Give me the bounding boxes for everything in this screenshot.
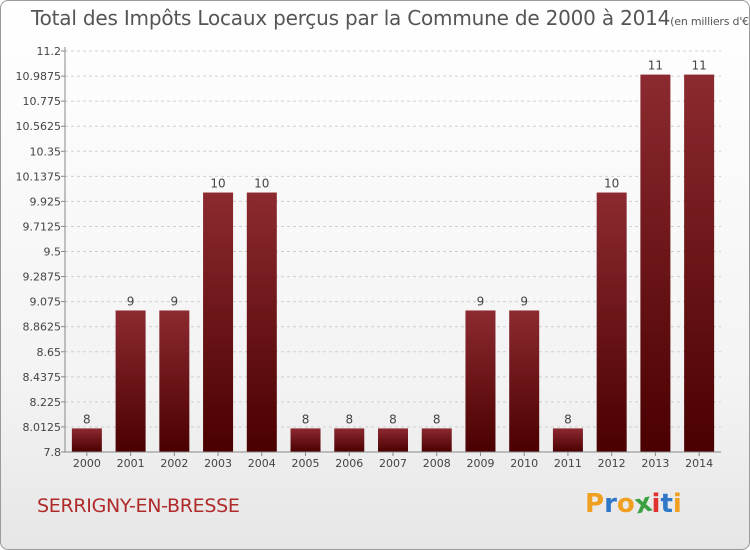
x-tick-label: 2008 [423, 457, 451, 470]
x-tick-label: 2011 [554, 457, 582, 470]
x-tick-label: 2001 [117, 457, 145, 470]
bar-2001[interactable] [115, 310, 146, 452]
bar-2010[interactable] [509, 310, 540, 452]
x-tick-label: 2010 [510, 457, 538, 470]
logo-letter: t [660, 489, 673, 519]
bar-2002[interactable] [159, 310, 190, 452]
bar-2005[interactable] [290, 428, 321, 452]
bar-value-label: 9 [520, 294, 528, 308]
bar-2009[interactable] [465, 310, 496, 452]
bar-2011[interactable] [552, 428, 583, 452]
bar-2012[interactable] [596, 192, 627, 452]
bar-2006[interactable] [334, 428, 365, 452]
x-tick-label: 2002 [160, 457, 188, 470]
bar-value-label: 8 [389, 412, 397, 426]
bar-value-label: 10 [210, 177, 225, 191]
chart-title-text: Total des Impôts Locaux perçus par la Co… [31, 6, 671, 30]
x-tick-label: 2003 [204, 457, 232, 470]
y-tick-label: 10.5625 [16, 120, 62, 133]
x-tick-label: 2014 [685, 457, 713, 470]
logo-letter: o [616, 489, 635, 519]
y-tick-label: 9.7125 [23, 220, 62, 233]
bar-value-label: 9 [127, 294, 135, 308]
bar-value-label: 11 [691, 59, 706, 73]
bar-2013[interactable] [640, 74, 671, 453]
x-tick-label: 2007 [379, 457, 407, 470]
y-tick-label: 10.9875 [16, 70, 62, 83]
y-tick-label: 9.5 [44, 246, 62, 259]
logo-letter: i [672, 489, 682, 519]
bar-value-label: 10 [254, 177, 269, 191]
bar-value-label: 9 [171, 294, 179, 308]
bar-value-label: 8 [345, 412, 353, 426]
x-tick-label: 2013 [641, 457, 669, 470]
logo-letter: r [604, 489, 617, 519]
bar-value-label: 10 [604, 177, 619, 191]
y-tick-label: 10.1375 [16, 170, 62, 183]
y-tick-label: 11.2 [37, 45, 62, 58]
bar-2003[interactable] [203, 192, 234, 452]
proxiti-logo[interactable]: Proxiti [585, 488, 682, 521]
y-tick-label: 8.4375 [23, 371, 62, 384]
bar-value-label: 8 [433, 412, 441, 426]
y-tick-label: 8.65 [37, 346, 62, 359]
commune-name: SERRIGNY-EN-BRESSE [37, 495, 240, 517]
y-tick-label: 7.8 [44, 446, 62, 459]
bar-value-label: 11 [648, 59, 663, 73]
y-tick-label: 8.0125 [23, 421, 62, 434]
bar-value-label: 8 [302, 412, 310, 426]
logo-letter: P [585, 489, 605, 519]
y-tick-label: 10.35 [30, 145, 62, 158]
y-tick-label: 9.2875 [23, 271, 62, 284]
bar-2008[interactable] [421, 428, 452, 452]
chart-title-unit: (en milliers d'€) [670, 15, 750, 28]
bar-value-label: 9 [477, 294, 485, 308]
bar-value-label: 8 [83, 412, 91, 426]
bar-2000[interactable] [71, 428, 102, 452]
bar-2014[interactable] [684, 74, 715, 453]
y-tick-label: 10.775 [23, 95, 62, 108]
y-tick-label: 9.925 [30, 195, 62, 208]
bar-2004[interactable] [246, 192, 277, 452]
x-tick-label: 2005 [292, 457, 320, 470]
y-tick-label: 9.075 [30, 296, 62, 309]
y-tick-label: 8.8625 [23, 321, 62, 334]
x-tick-label: 2009 [466, 457, 494, 470]
chart-title: Total des Impôts Locaux perçus par la Co… [31, 6, 750, 30]
y-tick-label: 8.225 [30, 396, 62, 409]
x-tick-label: 2006 [335, 457, 363, 470]
bar-value-label: 8 [564, 412, 572, 426]
logo-letter: i [651, 489, 661, 519]
bar-2007[interactable] [378, 428, 408, 452]
x-tick-label: 2012 [598, 457, 626, 470]
x-tick-label: 2004 [248, 457, 276, 470]
x-tick-label: 2000 [73, 457, 101, 470]
